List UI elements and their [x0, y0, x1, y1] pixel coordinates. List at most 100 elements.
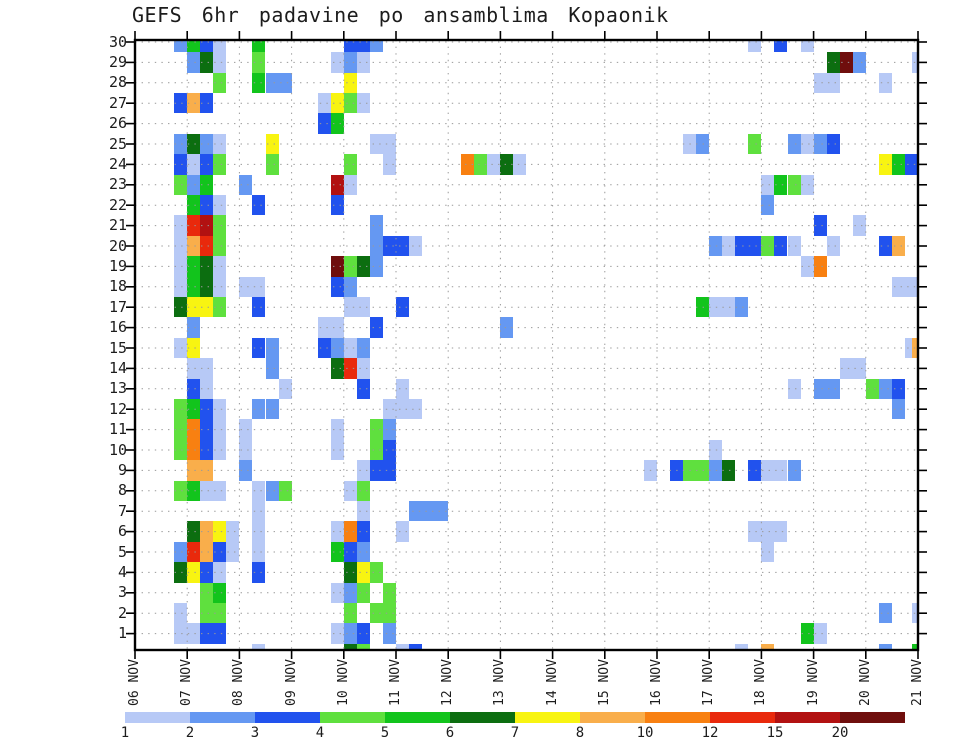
heatmap-cell — [174, 603, 188, 624]
heatmap-cell — [369, 235, 383, 257]
heatmap-cell — [774, 235, 788, 257]
heatmap-cell — [278, 72, 292, 93]
heatmap-cell — [343, 256, 357, 277]
y-tick-label: 21 — [108, 216, 127, 235]
heatmap-cell — [174, 419, 188, 440]
heatmap-cell — [343, 40, 357, 53]
x-tick-label: 16 NOV — [649, 659, 664, 706]
heatmap-cell — [200, 562, 214, 583]
heatmap-cell — [369, 419, 383, 440]
heatmap-cell — [356, 521, 370, 542]
heatmap-cell — [369, 40, 383, 53]
heatmap-cell — [213, 419, 227, 440]
heatmap-cell — [343, 72, 357, 93]
heatmap-cell — [813, 133, 827, 155]
heatmap-cell — [813, 72, 827, 93]
heatmap-cell — [343, 562, 357, 583]
heatmap-cell — [343, 276, 357, 297]
heatmap-cell — [500, 154, 514, 175]
heatmap-cell — [252, 480, 266, 501]
heatmap-cell — [369, 562, 383, 583]
heatmap-cell — [696, 460, 710, 481]
heatmap-cell — [330, 419, 344, 440]
heatmap-cell — [683, 460, 697, 481]
heatmap-cell — [200, 195, 214, 216]
heatmap-cell — [200, 358, 214, 379]
heatmap-cell — [200, 582, 214, 603]
heatmap-cell — [200, 52, 214, 73]
y-tick-label: 14 — [108, 358, 127, 377]
heatmap-cell — [356, 256, 370, 277]
heatmap-cell — [369, 317, 383, 338]
heatmap-cell — [213, 40, 227, 53]
heatmap-cell — [878, 603, 892, 624]
heatmap-cell — [826, 72, 840, 93]
x-tick-label: 07 NOV — [179, 659, 195, 706]
y-tick-label: 13 — [108, 379, 127, 398]
heatmap-cell — [774, 460, 788, 481]
heatmap-cell — [761, 521, 775, 542]
heatmap-cell — [239, 419, 253, 440]
heatmap-cell — [891, 235, 905, 257]
heatmap-cell — [252, 399, 266, 420]
heatmap-cell — [213, 623, 227, 644]
y-tick-label: 20 — [108, 236, 127, 255]
heatmap-cell — [369, 133, 383, 155]
heatmap-cell — [317, 337, 331, 359]
heatmap-cell — [213, 399, 227, 420]
heatmap-cell — [330, 93, 344, 114]
heatmap-cell — [174, 133, 188, 155]
heatmap-cell — [709, 439, 723, 461]
heatmap-cell — [735, 235, 749, 257]
heatmap-cell — [356, 378, 370, 399]
heatmap-cell — [174, 215, 188, 236]
y-tick-label: 25 — [108, 134, 127, 153]
y-tick-label: 17 — [108, 297, 127, 316]
heatmap-cell — [213, 154, 227, 175]
heatmap-cell — [187, 521, 201, 542]
heatmap-cell — [343, 603, 357, 624]
heatmap-cell — [330, 541, 344, 563]
heatmap-cell — [891, 154, 905, 175]
heatmap-cell — [187, 399, 201, 420]
y-tick-label: 24 — [108, 154, 127, 173]
heatmap-cell — [174, 399, 188, 420]
heatmap-cell — [911, 643, 918, 650]
heatmap-cell — [382, 460, 396, 481]
heatmap-cell — [174, 235, 188, 257]
heatmap-cell — [343, 541, 357, 563]
y-tick-label: 2 — [117, 603, 127, 622]
heatmap-cell — [213, 52, 227, 73]
heatmap-cell — [787, 378, 801, 399]
y-tick-label: 29 — [108, 52, 127, 71]
heatmap-cell — [200, 297, 214, 318]
heatmap-cell — [787, 235, 801, 257]
heatmap-cell — [356, 40, 370, 53]
heatmap-cell — [382, 603, 396, 624]
x-tick-label: 08 NOV — [231, 659, 247, 706]
heatmap-cell — [826, 378, 840, 399]
heatmap-cell — [200, 521, 214, 542]
heatmap-cell — [265, 72, 279, 93]
heatmap-cell — [187, 337, 201, 359]
heatmap-cell — [187, 562, 201, 583]
heatmap-cell — [343, 52, 357, 73]
heatmap-cell — [474, 154, 488, 175]
heatmap-cell — [278, 480, 292, 501]
y-tick-label: 4 — [117, 562, 127, 581]
heatmap-cell — [174, 93, 188, 114]
y-tick-label: 19 — [108, 256, 127, 275]
heatmap-cell — [200, 235, 214, 257]
colorbar-tick-label: 15 — [766, 725, 784, 741]
heatmap-cell — [911, 154, 918, 175]
heatmap-cell — [213, 235, 227, 257]
heatmap-cell — [356, 337, 370, 359]
x-tick-label: 18 NOV — [753, 659, 769, 706]
heatmap-cell — [735, 297, 749, 318]
heatmap-cell — [878, 643, 892, 650]
x-tick-label: 20 NOV — [857, 659, 873, 706]
heatmap-cell — [213, 439, 227, 461]
heatmap-cell — [891, 378, 905, 399]
x-tick-label: 11 NOV — [388, 659, 403, 706]
heatmap-cell — [356, 480, 370, 501]
